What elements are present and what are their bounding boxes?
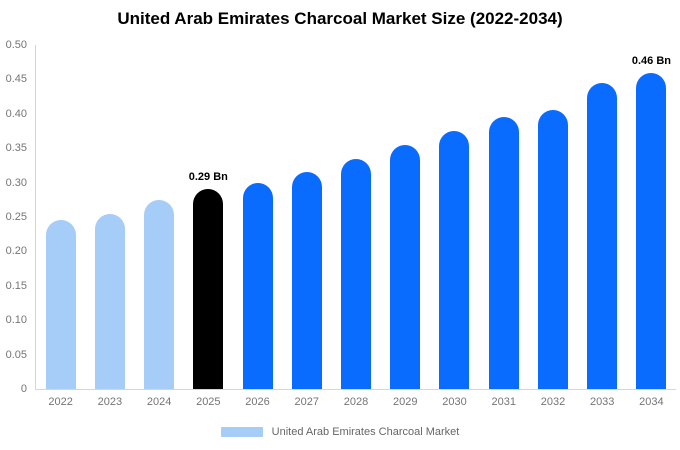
bar-value-label-2025: 0.29 Bn	[188, 171, 228, 184]
chart-title: United Arab Emirates Charcoal Market Siz…	[117, 9, 563, 28]
bar-2031[interactable]	[488, 117, 519, 389]
bar-slot-2028: 2028	[331, 45, 380, 408]
x-tick-label-2028: 2028	[343, 396, 369, 408]
y-tick-label: 0.40	[5, 107, 27, 120]
bar-2027[interactable]	[291, 172, 322, 389]
bar-slot-2023: 2023	[85, 45, 134, 408]
x-tick-label-2023: 2023	[97, 396, 123, 408]
bar-slot-2024: 2024	[134, 45, 183, 408]
bar-slot-2027: 2027	[282, 45, 331, 408]
y-tick-label: 0.35	[5, 142, 27, 155]
y-tick-label: 0.50	[5, 39, 27, 51]
x-tick-label-2031: 2031	[491, 396, 516, 408]
bar-slot-2031: 2031	[479, 45, 528, 408]
bar-2023[interactable]	[94, 213, 125, 389]
x-tick-label-2024: 2024	[146, 396, 172, 408]
x-tick-label-2029: 2029	[393, 396, 418, 408]
y-tick-label: 0.25	[5, 211, 27, 223]
bar-2022[interactable]	[45, 220, 76, 389]
bar-2033[interactable]	[587, 82, 618, 389]
x-tick-label-2025: 2025	[196, 396, 221, 408]
x-tick-label-2030: 2030	[442, 396, 467, 408]
plot-area: 2022 2023 2024 0.29 Bn 2025 2026 2027 2028 2029 2…	[35, 45, 676, 408]
bar-slot-2022: 2022	[36, 45, 85, 408]
x-tick-label-2034: 2034	[639, 396, 664, 408]
x-tick-label-2026: 2026	[245, 396, 270, 408]
bar-2030[interactable]	[439, 131, 470, 389]
bar-2028[interactable]	[341, 158, 372, 389]
legend: United Arab Emirates Charcoal Market	[0, 426, 680, 438]
bar-slot-2026: 2026	[233, 45, 282, 408]
bar-slot-2025: 0.29 Bn 2025	[184, 45, 233, 408]
bar-2034[interactable]	[636, 72, 667, 389]
bar-slot-2029: 2029	[381, 45, 430, 408]
x-tick-label-2033: 2033	[589, 396, 615, 408]
y-tick-label: 0.15	[5, 279, 27, 292]
y-axis: 0.50 0.45 0.40 0.35 0.30 0.25 0.20 0.15 0.10 0.05…	[0, 39, 30, 395]
y-tick-label: 0.20	[5, 245, 27, 258]
bar-2026[interactable]	[242, 182, 273, 389]
legend-label[interactable]: United Arab Emirates Charcoal Market	[271, 426, 460, 438]
bar-slot-2034: 0.46 Bn 2034	[627, 45, 676, 408]
legend-swatch[interactable]	[220, 427, 263, 437]
bar-2032[interactable]	[537, 110, 568, 389]
y-tick-label: 0	[20, 383, 27, 395]
bar-slot-2030: 2030	[430, 45, 479, 408]
x-tick-label-2027: 2027	[294, 396, 320, 408]
y-tick-label: 0.10	[5, 314, 27, 327]
bar-2024[interactable]	[144, 199, 175, 389]
y-tick-label: 0.05	[5, 348, 27, 361]
x-tick-label-2022: 2022	[48, 396, 73, 408]
bar-slot-2033: 2033	[578, 45, 627, 408]
bar-slot-2032: 2032	[528, 45, 577, 408]
bar-2025[interactable]	[193, 189, 224, 389]
y-tick-label: 0.30	[5, 176, 27, 189]
x-tick-label-2032: 2032	[540, 396, 566, 408]
y-tick-label: 0.45	[5, 73, 27, 86]
bar-2029[interactable]	[390, 144, 421, 389]
bar-value-label-2034: 0.46 Bn	[631, 54, 671, 67]
